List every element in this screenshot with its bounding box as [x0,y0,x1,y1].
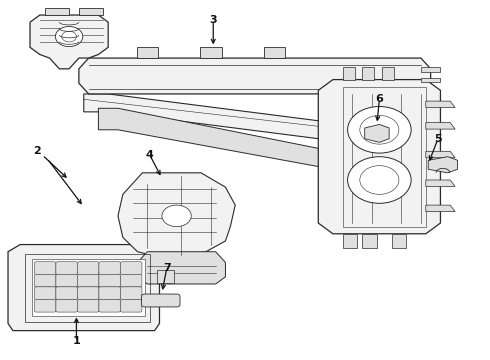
Polygon shape [84,94,333,140]
Polygon shape [138,252,225,284]
Circle shape [347,157,411,203]
FancyBboxPatch shape [99,300,121,312]
Text: 3: 3 [209,15,217,26]
Text: 7: 7 [163,263,171,273]
FancyBboxPatch shape [121,287,142,300]
Text: 6: 6 [375,94,383,104]
Polygon shape [362,234,377,248]
FancyBboxPatch shape [77,300,99,312]
Polygon shape [318,80,441,234]
Text: 4: 4 [146,150,154,160]
Text: 2: 2 [33,146,41,156]
Polygon shape [365,125,389,142]
Polygon shape [8,244,159,330]
FancyBboxPatch shape [34,287,56,300]
Polygon shape [421,78,441,82]
Polygon shape [343,234,357,248]
Polygon shape [343,67,355,80]
FancyBboxPatch shape [56,287,77,300]
Polygon shape [32,259,145,316]
FancyBboxPatch shape [99,262,121,274]
FancyBboxPatch shape [77,262,99,274]
Polygon shape [79,8,103,15]
FancyBboxPatch shape [34,300,56,312]
Polygon shape [426,151,455,158]
Polygon shape [426,205,455,212]
FancyBboxPatch shape [99,287,121,300]
Circle shape [55,27,83,46]
Polygon shape [392,234,406,248]
Polygon shape [426,123,455,129]
Polygon shape [118,173,235,259]
FancyBboxPatch shape [34,262,56,274]
Text: 1: 1 [73,336,80,346]
FancyBboxPatch shape [142,294,180,307]
Polygon shape [428,157,458,173]
FancyBboxPatch shape [121,274,142,287]
Polygon shape [426,180,455,186]
Polygon shape [45,8,69,15]
Text: 5: 5 [434,134,442,144]
Circle shape [347,107,411,153]
Polygon shape [79,58,431,94]
FancyBboxPatch shape [34,274,56,287]
FancyBboxPatch shape [56,300,77,312]
Polygon shape [362,67,374,80]
Polygon shape [137,47,158,58]
Polygon shape [98,108,333,169]
Polygon shape [30,15,108,69]
Polygon shape [200,47,221,58]
FancyBboxPatch shape [121,262,142,274]
Circle shape [162,205,191,226]
FancyBboxPatch shape [99,274,121,287]
Polygon shape [157,270,174,283]
Polygon shape [264,47,285,58]
Polygon shape [426,101,455,108]
FancyBboxPatch shape [77,287,99,300]
FancyBboxPatch shape [121,300,142,312]
Polygon shape [421,67,441,72]
Polygon shape [382,67,394,80]
FancyBboxPatch shape [56,274,77,287]
FancyBboxPatch shape [56,262,77,274]
FancyBboxPatch shape [77,274,99,287]
